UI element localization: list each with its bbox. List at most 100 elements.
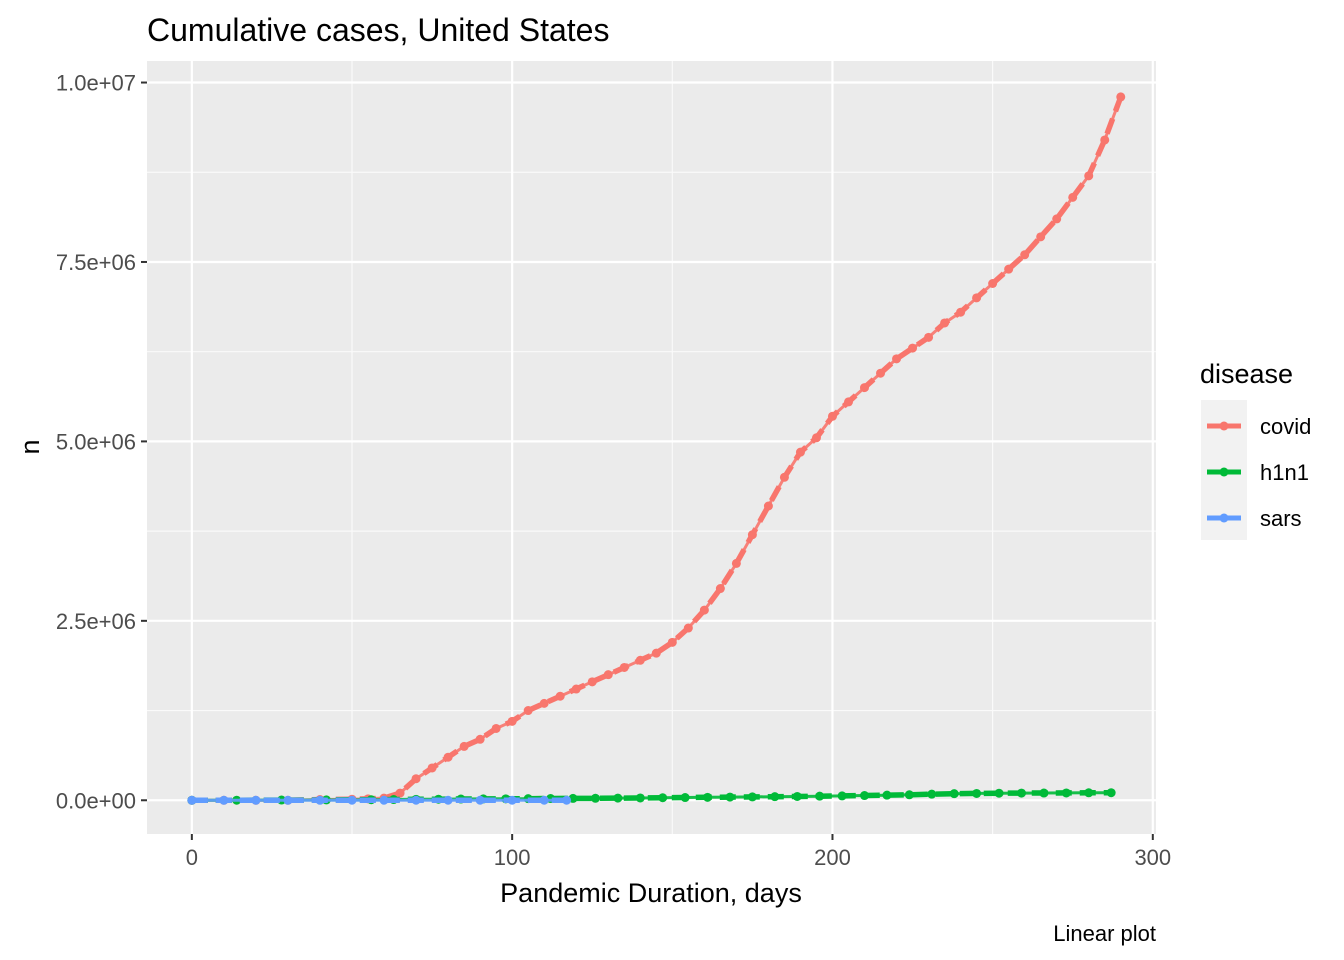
legend-key-point <box>1219 467 1229 477</box>
h1n1-point <box>590 793 600 803</box>
y-tick-label: 2.5e+06 <box>56 609 136 634</box>
sars-point <box>347 795 357 805</box>
h1n1-point <box>994 788 1004 798</box>
covid-point <box>427 763 437 773</box>
legend-title: disease <box>1200 359 1293 389</box>
covid-point <box>507 716 517 726</box>
minor-gridlines <box>147 61 1156 834</box>
sars-point <box>251 795 261 805</box>
covid-point <box>683 623 693 633</box>
legend-label: covid <box>1260 414 1311 439</box>
sars-point <box>539 795 549 805</box>
covid-point <box>411 774 421 784</box>
h1n1-point <box>904 790 914 800</box>
x-tick-label: 200 <box>814 845 851 870</box>
h1n1-point <box>613 793 623 803</box>
covid-point <box>956 307 966 317</box>
h1n1-point <box>1106 788 1116 798</box>
covid-point <box>1116 92 1126 102</box>
sars-point <box>411 795 421 805</box>
covid-point <box>908 343 918 353</box>
chart-title: Cumulative cases, United States <box>147 12 609 48</box>
h1n1-point <box>658 793 668 803</box>
covid-point <box>988 278 998 288</box>
legend-item-h1n1: h1n1 <box>1207 460 1309 485</box>
sars-point <box>315 795 325 805</box>
covid-point <box>795 447 805 457</box>
h1n1-point <box>703 792 713 802</box>
covid-point <box>876 368 886 378</box>
sars-point <box>283 795 293 805</box>
covid-point <box>1068 192 1078 202</box>
covid-point <box>811 433 821 443</box>
covid-point <box>571 684 581 694</box>
x-tick-label: 0 <box>186 845 198 870</box>
covid-point <box>1004 264 1014 274</box>
h1n1-point <box>972 788 982 798</box>
covid-point <box>651 648 661 658</box>
covid-point <box>667 637 677 647</box>
x-axis-title: Pandemic Duration, days <box>500 878 802 908</box>
covid-point <box>972 293 982 303</box>
covid-point <box>715 584 725 594</box>
h1n1-point <box>770 792 780 802</box>
covid-point <box>635 655 645 665</box>
h1n1-point <box>1016 788 1026 798</box>
h1n1-point <box>725 792 735 802</box>
h1n1-point <box>792 791 802 801</box>
covid-point <box>523 706 533 716</box>
covid-point <box>491 723 501 733</box>
sars-point <box>443 795 453 805</box>
covid-point <box>1036 232 1046 242</box>
y-axis-title: n <box>15 439 45 454</box>
sars-point <box>219 795 229 805</box>
covid-point <box>619 662 629 672</box>
series-layer <box>187 92 1126 805</box>
h1n1-point <box>680 793 690 803</box>
h1n1-point <box>1039 788 1049 798</box>
legend: disease covid h1n1 sars <box>1200 359 1311 540</box>
y-tick-label: 7.5e+06 <box>56 250 136 275</box>
covid-point <box>475 734 485 744</box>
series-sars <box>187 795 572 805</box>
sars-point <box>187 795 197 805</box>
covid-point <box>539 698 549 708</box>
covid-point <box>1020 250 1030 260</box>
y-tick-label: 0.0e+00 <box>56 788 136 813</box>
y-axis: 0.0e+00 2.5e+06 5.0e+06 7.5e+06 1.0e+07 <box>56 71 147 813</box>
legend-item-sars: sars <box>1207 506 1302 531</box>
sars-point <box>475 795 485 805</box>
legend-key-point <box>1219 513 1229 523</box>
legend-label: sars <box>1260 506 1302 531</box>
panel-background <box>147 61 1156 834</box>
h1n1-point <box>1061 788 1071 798</box>
y-tick-label: 1.0e+07 <box>56 71 136 96</box>
legend-item-covid: covid <box>1207 414 1311 439</box>
covid-point <box>699 605 709 615</box>
h1n1-point <box>747 792 757 802</box>
sars-point <box>507 795 517 805</box>
h1n1-point <box>837 791 847 801</box>
sars-point <box>562 795 572 805</box>
h1n1-point <box>882 790 892 800</box>
covid-point <box>860 383 870 393</box>
y-tick-label: 5.0e+06 <box>56 429 136 454</box>
h1n1-point <box>815 791 825 801</box>
covid-point <box>1052 214 1062 224</box>
h1n1-point <box>635 793 645 803</box>
x-tick-label: 300 <box>1134 845 1171 870</box>
covid-point <box>940 318 950 328</box>
covid-point <box>924 332 934 342</box>
covid-point <box>843 397 853 407</box>
h1n1-point <box>860 791 870 801</box>
covid-point <box>395 788 405 798</box>
h1n1-point <box>949 789 959 799</box>
covid-point <box>587 677 597 687</box>
covid-point <box>443 752 453 762</box>
covid-point <box>747 530 757 540</box>
covid-point <box>1100 135 1110 145</box>
h1n1-point <box>1084 788 1094 798</box>
covid-point <box>892 354 902 364</box>
covid-point <box>459 741 469 751</box>
